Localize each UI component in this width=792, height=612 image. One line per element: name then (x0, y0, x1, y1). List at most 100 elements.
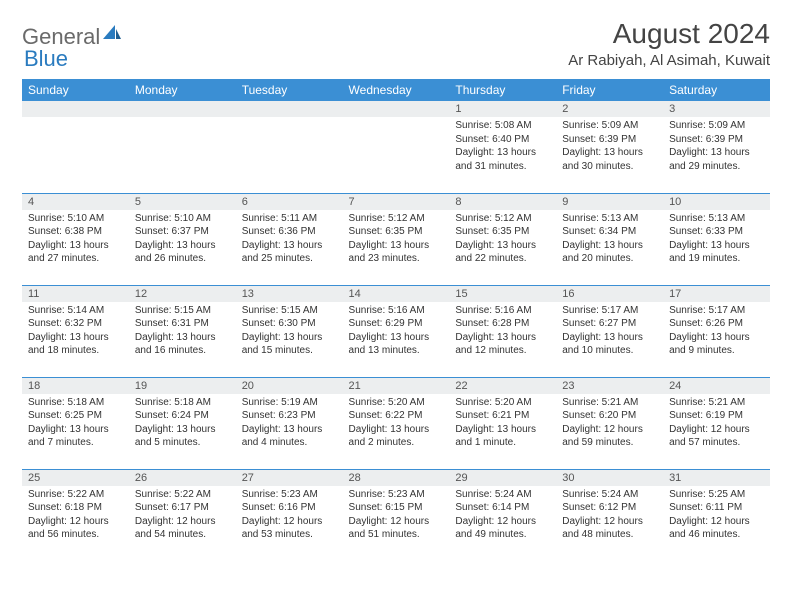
sunset-line: Sunset: 6:30 PM (242, 318, 337, 331)
day-body: Sunrise: 5:12 AMSunset: 6:35 PMDaylight:… (449, 210, 556, 271)
daylight2-line: and 46 minutes. (669, 529, 764, 542)
day-number: 3 (663, 101, 770, 117)
day-number: 14 (343, 286, 450, 302)
day-number: 16 (556, 286, 663, 302)
daylight2-line: and 19 minutes. (669, 253, 764, 266)
title-block: August 2024 Ar Rabiyah, Al Asimah, Kuwai… (568, 18, 770, 69)
daylight2-line: and 49 minutes. (455, 529, 550, 542)
day-cell: 15Sunrise: 5:16 AMSunset: 6:28 PMDayligh… (449, 285, 556, 377)
day-cell: 25Sunrise: 5:22 AMSunset: 6:18 PMDayligh… (22, 469, 129, 561)
day-header: Sunday (22, 79, 129, 101)
location: Ar Rabiyah, Al Asimah, Kuwait (568, 52, 770, 69)
day-body: Sunrise: 5:13 AMSunset: 6:33 PMDaylight:… (663, 210, 770, 271)
day-number: 24 (663, 378, 770, 394)
day-number-bar (343, 101, 450, 117)
daylight1-line: Daylight: 12 hours (669, 516, 764, 529)
sunset-line: Sunset: 6:40 PM (455, 134, 550, 147)
daylight2-line: and 26 minutes. (135, 253, 230, 266)
day-body: Sunrise: 5:24 AMSunset: 6:12 PMDaylight:… (556, 486, 663, 547)
day-cell (22, 101, 129, 193)
day-number: 19 (129, 378, 236, 394)
calendar-table: SundayMondayTuesdayWednesdayThursdayFrid… (22, 79, 770, 561)
sunset-line: Sunset: 6:29 PM (349, 318, 444, 331)
daylight2-line: and 56 minutes. (28, 529, 123, 542)
day-cell: 24Sunrise: 5:21 AMSunset: 6:19 PMDayligh… (663, 377, 770, 469)
day-body: Sunrise: 5:15 AMSunset: 6:31 PMDaylight:… (129, 302, 236, 363)
daylight1-line: Daylight: 13 hours (242, 424, 337, 437)
week-row: 4Sunrise: 5:10 AMSunset: 6:38 PMDaylight… (22, 193, 770, 285)
sunset-line: Sunset: 6:23 PM (242, 410, 337, 423)
day-body: Sunrise: 5:20 AMSunset: 6:22 PMDaylight:… (343, 394, 450, 455)
daylight1-line: Daylight: 13 hours (455, 147, 550, 160)
daylight1-line: Daylight: 13 hours (28, 240, 123, 253)
day-number: 29 (449, 470, 556, 486)
day-header: Thursday (449, 79, 556, 101)
sunrise-line: Sunrise: 5:15 AM (135, 305, 230, 318)
day-header: Wednesday (343, 79, 450, 101)
sunset-line: Sunset: 6:37 PM (135, 226, 230, 239)
daylight1-line: Daylight: 12 hours (455, 516, 550, 529)
sunset-line: Sunset: 6:35 PM (349, 226, 444, 239)
daylight1-line: Daylight: 13 hours (562, 147, 657, 160)
sunset-line: Sunset: 6:39 PM (669, 134, 764, 147)
day-body: Sunrise: 5:25 AMSunset: 6:11 PMDaylight:… (663, 486, 770, 547)
daylight2-line: and 57 minutes. (669, 437, 764, 450)
daylight2-line: and 2 minutes. (349, 437, 444, 450)
day-body: Sunrise: 5:08 AMSunset: 6:40 PMDaylight:… (449, 117, 556, 178)
header: General August 2024 Ar Rabiyah, Al Asima… (22, 18, 770, 69)
sunset-line: Sunset: 6:28 PM (455, 318, 550, 331)
day-body: Sunrise: 5:11 AMSunset: 6:36 PMDaylight:… (236, 210, 343, 271)
sail-icon (102, 24, 122, 40)
daylight2-line: and 51 minutes. (349, 529, 444, 542)
day-body: Sunrise: 5:13 AMSunset: 6:34 PMDaylight:… (556, 210, 663, 271)
daylight2-line: and 16 minutes. (135, 345, 230, 358)
daylight2-line: and 18 minutes. (28, 345, 123, 358)
sunset-line: Sunset: 6:27 PM (562, 318, 657, 331)
daylight1-line: Daylight: 13 hours (135, 424, 230, 437)
day-number: 11 (22, 286, 129, 302)
daylight1-line: Daylight: 13 hours (669, 332, 764, 345)
daylight1-line: Daylight: 13 hours (562, 332, 657, 345)
day-body: Sunrise: 5:15 AMSunset: 6:30 PMDaylight:… (236, 302, 343, 363)
sunset-line: Sunset: 6:11 PM (669, 502, 764, 515)
daylight1-line: Daylight: 13 hours (28, 332, 123, 345)
sunrise-line: Sunrise: 5:21 AM (562, 397, 657, 410)
day-header-row: SundayMondayTuesdayWednesdayThursdayFrid… (22, 79, 770, 101)
daylight2-line: and 7 minutes. (28, 437, 123, 450)
daylight1-line: Daylight: 12 hours (242, 516, 337, 529)
day-body: Sunrise: 5:18 AMSunset: 6:24 PMDaylight:… (129, 394, 236, 455)
day-body: Sunrise: 5:12 AMSunset: 6:35 PMDaylight:… (343, 210, 450, 271)
day-number: 31 (663, 470, 770, 486)
day-cell: 17Sunrise: 5:17 AMSunset: 6:26 PMDayligh… (663, 285, 770, 377)
sunrise-line: Sunrise: 5:15 AM (242, 305, 337, 318)
daylight2-line: and 20 minutes. (562, 253, 657, 266)
day-number-bar (236, 101, 343, 117)
day-number: 4 (22, 194, 129, 210)
daylight1-line: Daylight: 13 hours (349, 424, 444, 437)
day-header: Friday (556, 79, 663, 101)
sunset-line: Sunset: 6:38 PM (28, 226, 123, 239)
day-number: 17 (663, 286, 770, 302)
sunrise-line: Sunrise: 5:24 AM (562, 489, 657, 502)
sunrise-line: Sunrise: 5:20 AM (455, 397, 550, 410)
day-body: Sunrise: 5:22 AMSunset: 6:17 PMDaylight:… (129, 486, 236, 547)
daylight1-line: Daylight: 12 hours (562, 424, 657, 437)
sunrise-line: Sunrise: 5:25 AM (669, 489, 764, 502)
day-number: 28 (343, 470, 450, 486)
sunrise-line: Sunrise: 5:11 AM (242, 213, 337, 226)
daylight2-line: and 53 minutes. (242, 529, 337, 542)
daylight2-line: and 15 minutes. (242, 345, 337, 358)
day-cell: 1Sunrise: 5:08 AMSunset: 6:40 PMDaylight… (449, 101, 556, 193)
sunrise-line: Sunrise: 5:24 AM (455, 489, 550, 502)
day-number: 9 (556, 194, 663, 210)
month-title: August 2024 (568, 18, 770, 50)
sunset-line: Sunset: 6:26 PM (669, 318, 764, 331)
day-number: 20 (236, 378, 343, 394)
day-body: Sunrise: 5:24 AMSunset: 6:14 PMDaylight:… (449, 486, 556, 547)
daylight2-line: and 9 minutes. (669, 345, 764, 358)
day-cell: 4Sunrise: 5:10 AMSunset: 6:38 PMDaylight… (22, 193, 129, 285)
day-body: Sunrise: 5:10 AMSunset: 6:38 PMDaylight:… (22, 210, 129, 271)
day-cell: 6Sunrise: 5:11 AMSunset: 6:36 PMDaylight… (236, 193, 343, 285)
day-number: 18 (22, 378, 129, 394)
page: General August 2024 Ar Rabiyah, Al Asima… (0, 0, 792, 579)
